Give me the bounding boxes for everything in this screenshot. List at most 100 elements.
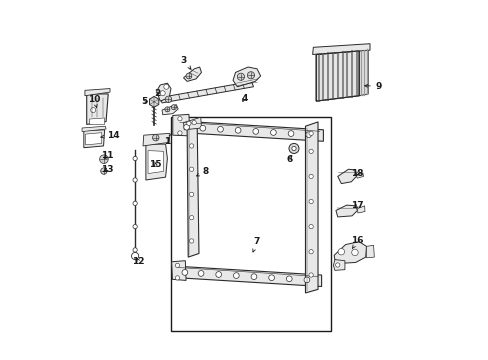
Circle shape [308, 131, 313, 135]
Circle shape [163, 84, 168, 89]
Polygon shape [233, 67, 260, 87]
Polygon shape [187, 123, 199, 257]
Text: 2: 2 [154, 89, 160, 98]
Text: 5: 5 [142, 97, 148, 106]
Circle shape [189, 144, 193, 148]
Polygon shape [85, 89, 110, 96]
Text: 10: 10 [88, 95, 101, 107]
Circle shape [185, 73, 191, 79]
Text: 12: 12 [132, 257, 144, 266]
Circle shape [308, 174, 313, 179]
Circle shape [288, 143, 298, 153]
Polygon shape [337, 169, 356, 184]
Circle shape [175, 276, 179, 280]
Text: 15: 15 [149, 160, 162, 169]
Circle shape [186, 121, 191, 126]
Circle shape [189, 167, 193, 171]
Circle shape [192, 121, 196, 125]
Bar [171, 117, 330, 330]
Circle shape [131, 252, 139, 260]
Text: 18: 18 [350, 169, 363, 178]
Circle shape [164, 107, 169, 112]
Polygon shape [172, 114, 190, 136]
Circle shape [237, 73, 244, 80]
Circle shape [200, 125, 205, 131]
Circle shape [308, 249, 313, 254]
Circle shape [182, 270, 187, 275]
Text: 17: 17 [350, 201, 363, 210]
Polygon shape [305, 122, 317, 293]
Circle shape [252, 129, 258, 134]
Circle shape [101, 168, 107, 174]
Polygon shape [148, 150, 163, 174]
Circle shape [90, 108, 96, 113]
Polygon shape [176, 121, 323, 141]
Polygon shape [366, 245, 373, 258]
Circle shape [171, 105, 176, 110]
Polygon shape [83, 130, 104, 148]
Circle shape [217, 126, 223, 132]
Circle shape [183, 124, 189, 130]
Circle shape [152, 134, 159, 141]
Circle shape [189, 239, 193, 243]
Polygon shape [316, 51, 359, 101]
Circle shape [133, 156, 137, 161]
Polygon shape [312, 44, 369, 54]
Circle shape [133, 225, 137, 229]
Circle shape [270, 130, 276, 135]
Text: 8: 8 [196, 167, 208, 176]
Circle shape [160, 91, 165, 96]
Circle shape [337, 248, 344, 255]
Polygon shape [145, 144, 167, 180]
Circle shape [133, 201, 137, 206]
Polygon shape [356, 173, 363, 178]
Circle shape [233, 273, 239, 278]
Polygon shape [149, 96, 159, 107]
Circle shape [133, 248, 137, 252]
Text: 13: 13 [101, 165, 114, 174]
Polygon shape [86, 94, 108, 125]
Text: 14: 14 [101, 131, 119, 140]
Circle shape [100, 155, 108, 163]
Text: 11: 11 [101, 152, 114, 161]
Circle shape [175, 263, 179, 267]
Text: 3: 3 [180, 56, 191, 69]
Polygon shape [89, 118, 104, 125]
Circle shape [308, 225, 313, 229]
Circle shape [178, 117, 182, 121]
Circle shape [308, 149, 313, 153]
Text: 4: 4 [241, 94, 247, 103]
Circle shape [235, 127, 241, 133]
Circle shape [178, 131, 182, 135]
Circle shape [250, 274, 256, 279]
Circle shape [215, 272, 221, 277]
Circle shape [247, 72, 254, 79]
Circle shape [308, 199, 313, 204]
Polygon shape [183, 117, 201, 130]
Polygon shape [156, 83, 171, 101]
Text: 16: 16 [350, 237, 363, 248]
Circle shape [189, 216, 193, 220]
Text: 7: 7 [252, 237, 260, 252]
Polygon shape [85, 133, 102, 145]
Polygon shape [162, 105, 178, 115]
Polygon shape [357, 206, 364, 213]
Polygon shape [171, 261, 185, 280]
Text: 1: 1 [164, 134, 171, 146]
Circle shape [291, 146, 296, 150]
Circle shape [335, 263, 339, 267]
Text: 9: 9 [364, 82, 382, 91]
Polygon shape [183, 67, 201, 81]
Circle shape [287, 131, 293, 136]
Circle shape [308, 273, 313, 277]
Polygon shape [174, 266, 321, 287]
Circle shape [286, 276, 291, 282]
Text: 6: 6 [285, 155, 292, 164]
Circle shape [268, 275, 274, 280]
Polygon shape [82, 126, 106, 132]
Polygon shape [359, 49, 367, 96]
Circle shape [189, 192, 193, 197]
Circle shape [198, 271, 203, 276]
Polygon shape [142, 134, 169, 146]
Circle shape [165, 96, 171, 103]
